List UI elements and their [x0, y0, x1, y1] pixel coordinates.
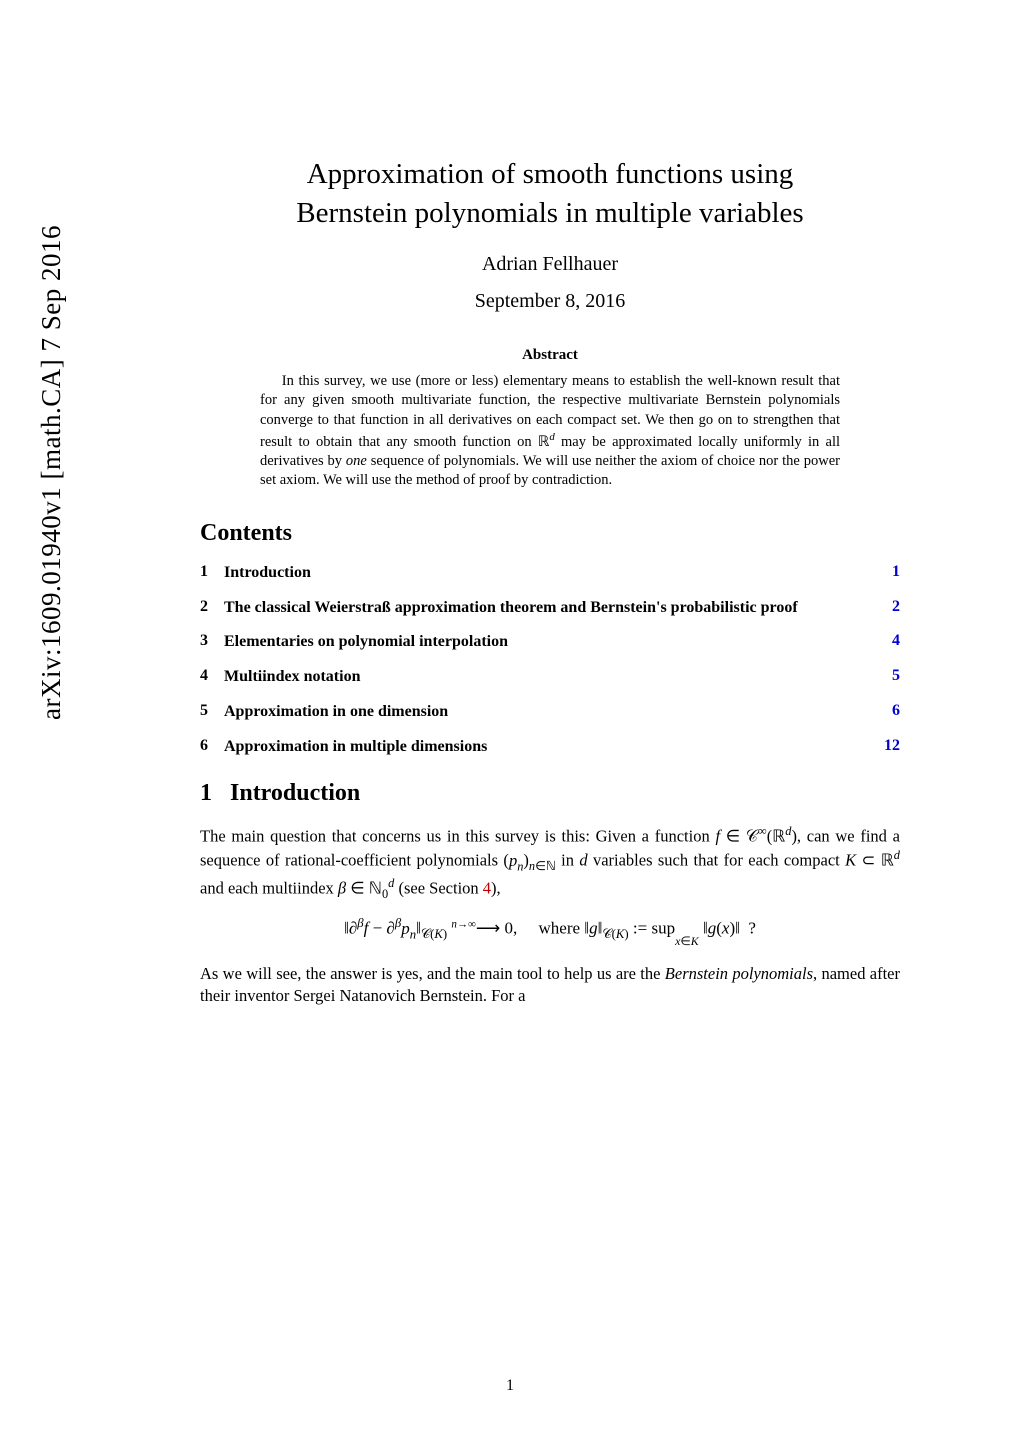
toc-num: 6: [200, 737, 224, 755]
toc-label: The classical Weierstraß approximation t…: [224, 598, 870, 619]
section-1-heading: 1 Introduction: [200, 780, 900, 807]
toc-row[interactable]: 6 Approximation in multiple dimensions 1…: [200, 737, 900, 758]
arxiv-stamp: arXiv:1609.01940v1 [math.CA] 7 Sep 2016: [36, 225, 67, 720]
contents-heading: Contents: [200, 520, 900, 547]
table-of-contents: 1 Introduction 1 2 The classical Weierst…: [200, 563, 900, 758]
toc-num: 2: [200, 598, 224, 616]
section-num: 1: [200, 780, 212, 806]
abstract-heading: Abstract: [200, 347, 900, 364]
section-title: Introduction: [230, 780, 360, 806]
display-formula: ‖∂βf − ∂βpn‖𝒞(K) n→∞⟶ 0, where ‖g‖𝒞(K) :…: [200, 916, 900, 948]
toc-page-link[interactable]: 2: [870, 598, 900, 616]
abstract-body: In this survey, we use (more or less) el…: [260, 372, 840, 490]
toc-page-link[interactable]: 6: [870, 702, 900, 720]
toc-page-link[interactable]: 5: [870, 667, 900, 685]
date: September 8, 2016: [200, 290, 900, 313]
intro-paragraph-2: As we will see, the answer is yes, and t…: [200, 963, 900, 1008]
toc-num: 5: [200, 702, 224, 720]
toc-page-link[interactable]: 1: [870, 563, 900, 581]
toc-page-link[interactable]: 4: [870, 632, 900, 650]
author: Adrian Fellhauer: [200, 253, 900, 276]
toc-label: Multiindex notation: [224, 667, 870, 688]
toc-row[interactable]: 4 Multiindex notation 5: [200, 667, 900, 688]
toc-row[interactable]: 1 Introduction 1: [200, 563, 900, 584]
toc-page-link[interactable]: 12: [870, 737, 900, 755]
toc-label: Approximation in one dimension: [224, 702, 870, 723]
toc-num: 3: [200, 632, 224, 650]
toc-num: 1: [200, 563, 224, 581]
section-ref-link[interactable]: 4: [483, 878, 491, 897]
content-area: Approximation of smooth functions using …: [200, 0, 900, 1007]
page: arXiv:1609.01940v1 [math.CA] 7 Sep 2016 …: [0, 0, 1020, 1443]
toc-label: Introduction: [224, 563, 870, 584]
toc-label: Elementaries on polynomial interpolation: [224, 632, 870, 653]
paper-title: Approximation of smooth functions using …: [200, 155, 900, 233]
page-number: 1: [0, 1377, 1020, 1395]
toc-label: Approximation in multiple dimensions: [224, 737, 870, 758]
intro-paragraph-1: The main question that concerns us in th…: [200, 823, 900, 903]
toc-row[interactable]: 2 The classical Weierstraß approximation…: [200, 598, 900, 619]
toc-row[interactable]: 5 Approximation in one dimension 6: [200, 702, 900, 723]
toc-row[interactable]: 3 Elementaries on polynomial interpolati…: [200, 632, 900, 653]
toc-num: 4: [200, 667, 224, 685]
title-line-1: Approximation of smooth functions using: [307, 158, 794, 190]
title-line-2: Bernstein polynomials in multiple variab…: [296, 197, 803, 229]
